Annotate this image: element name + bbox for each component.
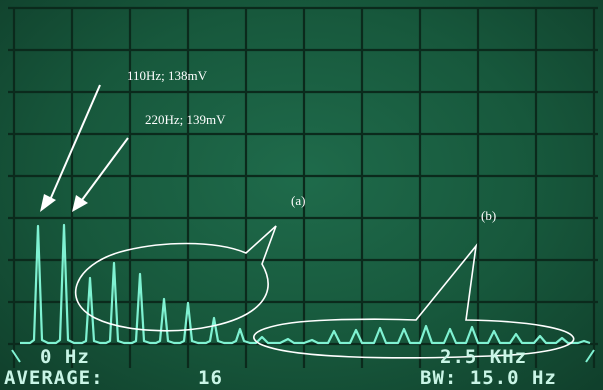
region-a-label: (a) [291, 193, 305, 208]
callout-b-shape [253, 243, 575, 359]
peak1-annotation: 110Hz; 138mV [127, 68, 208, 83]
left-edge-marker [11, 349, 21, 363]
arrow-110hz [49, 84, 101, 201]
average-label: AVERAGE: [4, 367, 104, 389]
callout-a-shape [75, 225, 277, 332]
peak2-annotation: 220Hz; 139mV [145, 112, 226, 127]
arrow-220hz [81, 137, 129, 201]
bandwidth-readout: BW: 15.0 Hz [420, 367, 557, 389]
arrow-110hz-head [40, 194, 56, 212]
arrow-220hz-head [72, 195, 88, 212]
right-edge-marker [585, 349, 595, 363]
graticule-grid [8, 6, 598, 368]
stop-frequency-readout: 2.5 KHz [440, 346, 527, 368]
spectrum-trace [20, 223, 591, 345]
region-b-label: (b) [481, 208, 496, 223]
average-value: 16 [198, 367, 223, 389]
annotation-arrows [40, 84, 129, 212]
start-frequency-readout: 0 Hz [40, 346, 90, 368]
